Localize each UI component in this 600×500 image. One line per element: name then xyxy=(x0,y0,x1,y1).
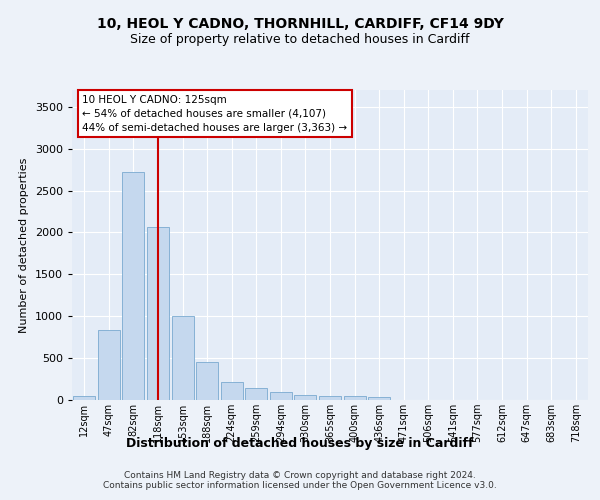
Bar xyxy=(73,396,95,400)
Bar xyxy=(270,392,292,400)
Bar xyxy=(368,396,390,400)
Text: Distribution of detached houses by size in Cardiff: Distribution of detached houses by size … xyxy=(126,438,474,450)
Text: Size of property relative to detached houses in Cardiff: Size of property relative to detached ho… xyxy=(130,32,470,46)
Bar xyxy=(245,388,268,400)
Bar xyxy=(147,228,169,400)
Bar xyxy=(122,172,145,400)
Text: 10 HEOL Y CADNO: 125sqm
← 54% of detached houses are smaller (4,107)
44% of semi: 10 HEOL Y CADNO: 125sqm ← 54% of detache… xyxy=(82,94,347,132)
Bar xyxy=(344,396,365,400)
Bar xyxy=(172,316,194,400)
Bar xyxy=(295,395,316,400)
Text: Contains HM Land Registry data © Crown copyright and database right 2024.
Contai: Contains HM Land Registry data © Crown c… xyxy=(103,470,497,490)
Bar xyxy=(221,382,243,400)
Text: 10, HEOL Y CADNO, THORNHILL, CARDIFF, CF14 9DY: 10, HEOL Y CADNO, THORNHILL, CARDIFF, CF… xyxy=(97,18,503,32)
Bar xyxy=(319,396,341,400)
Bar xyxy=(98,330,120,400)
Bar xyxy=(196,362,218,400)
Y-axis label: Number of detached properties: Number of detached properties xyxy=(19,158,29,332)
